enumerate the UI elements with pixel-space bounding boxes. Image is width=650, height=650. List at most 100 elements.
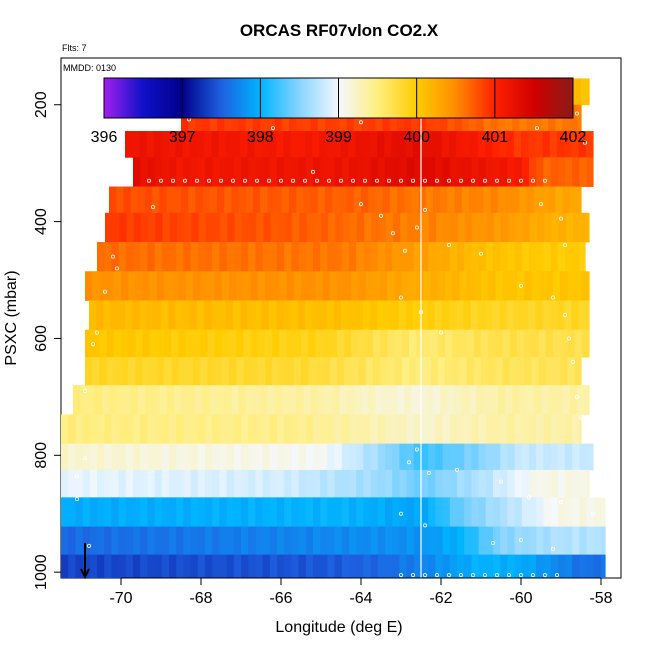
heatmap-cell [161, 300, 169, 331]
flights-label: Flts: 7 [62, 43, 87, 53]
heatmap-cell [135, 271, 144, 301]
heatmap-cell [585, 131, 594, 158]
heatmap-cell [351, 271, 360, 301]
heatmap-cell [521, 300, 529, 331]
colorbar-tick-labels: 396 397 398 399 400 401 402 [91, 129, 587, 146]
heatmap-cell [219, 469, 228, 498]
heatmap-cell [433, 186, 441, 214]
heatmap-cell [365, 357, 374, 386]
heatmap-cell [296, 186, 304, 214]
heatmap-cell [423, 271, 432, 301]
heatmap-cell [195, 186, 204, 214]
heatmap-cell [168, 131, 176, 158]
observation-point [422, 207, 427, 212]
heatmap-cell [327, 497, 336, 527]
heatmap-cell [308, 329, 316, 358]
heatmap-cell [279, 357, 288, 386]
heatmap-cell [601, 497, 606, 527]
heatmap-cell [103, 300, 112, 331]
heatmap-cell [557, 300, 565, 331]
heatmap-cell [303, 186, 312, 214]
heatmap-cell [106, 271, 115, 301]
heatmap-cell [401, 357, 410, 386]
heatmap-cell [312, 300, 320, 331]
heatmap-cell [370, 554, 379, 578]
heatmap-cell [202, 186, 211, 214]
heatmap-cell [320, 554, 328, 578]
heatmap-cell [277, 242, 285, 272]
heatmap-cell [434, 300, 443, 331]
heatmap-cell [139, 131, 148, 158]
observation-point [374, 178, 379, 183]
heatmap-cell [319, 131, 328, 158]
observation-point [242, 178, 247, 183]
x-axis-label: Longitude (deg E) [275, 619, 402, 636]
heatmap-cell [269, 300, 277, 331]
heatmap-cell [364, 212, 372, 243]
heatmap-cell [558, 212, 567, 243]
heatmap-cell [363, 469, 372, 498]
heatmap-cell [385, 554, 393, 578]
heatmap-cell [161, 414, 170, 445]
heatmap-cell [341, 242, 350, 272]
heatmap-cell [231, 385, 240, 415]
heatmap-cell [457, 469, 465, 498]
heatmap-cell [398, 131, 407, 158]
heatmap-cell [113, 329, 122, 358]
heatmap-cell [117, 300, 126, 331]
heatmap-cell [125, 242, 134, 272]
heatmap-cell [481, 271, 489, 301]
heatmap-cell [500, 497, 508, 527]
heatmap-cell [176, 554, 184, 578]
heatmap-cell [190, 526, 199, 556]
heatmap-cell [220, 212, 228, 243]
heatmap-cell [125, 443, 134, 471]
heatmap-cell [385, 157, 393, 187]
heatmap-cell [572, 469, 580, 498]
observation-point [551, 295, 556, 300]
heatmap-cell [118, 443, 127, 471]
heatmap-cell [457, 497, 465, 527]
heatmap-cell [394, 329, 403, 358]
heatmap-cell [157, 329, 165, 358]
heatmap-cell [111, 443, 120, 471]
heatmap-cell [514, 443, 523, 471]
observation-markers [75, 92, 596, 578]
heatmap-cell [579, 414, 582, 445]
heatmap-cell [341, 526, 350, 556]
heatmap-cell [500, 157, 508, 187]
heatmap-cell [528, 131, 536, 158]
heatmap-cell [485, 242, 494, 272]
heatmap-cell [509, 357, 518, 386]
heatmap-cell [560, 329, 568, 358]
heatmap-cell [537, 212, 545, 243]
heatmap-cell [140, 443, 148, 471]
heatmap-cell [161, 131, 169, 158]
heatmap-cell [277, 469, 285, 498]
heatmap-cell [82, 554, 91, 578]
heatmap-cell [452, 329, 460, 358]
heatmap-cell [243, 357, 252, 386]
heatmap-cell [579, 497, 588, 527]
heatmap-cell [406, 469, 415, 498]
heatmap-cell [535, 131, 544, 158]
x-tick-label: -64 [349, 590, 372, 607]
heatmap-cell [155, 212, 164, 243]
observation-point [591, 511, 596, 516]
heatmap-cell [183, 414, 192, 445]
heatmap-cell [457, 212, 466, 243]
heatmap-cell [313, 554, 321, 578]
heatmap-cell [363, 526, 372, 556]
heatmap-cell [565, 554, 573, 578]
heatmap-cell [567, 357, 576, 386]
heatmap-cell [526, 186, 535, 214]
heatmap-cell [241, 497, 249, 527]
heatmap-cell [92, 329, 100, 358]
y-axis: 200 400 600 800 1000 [33, 91, 61, 590]
heatmap-cell [212, 526, 220, 556]
observation-point [519, 573, 524, 578]
heatmap-cell [514, 414, 523, 445]
heatmap-cell [461, 385, 470, 415]
heatmap-cell [142, 271, 151, 301]
heatmap-cell [161, 526, 170, 556]
